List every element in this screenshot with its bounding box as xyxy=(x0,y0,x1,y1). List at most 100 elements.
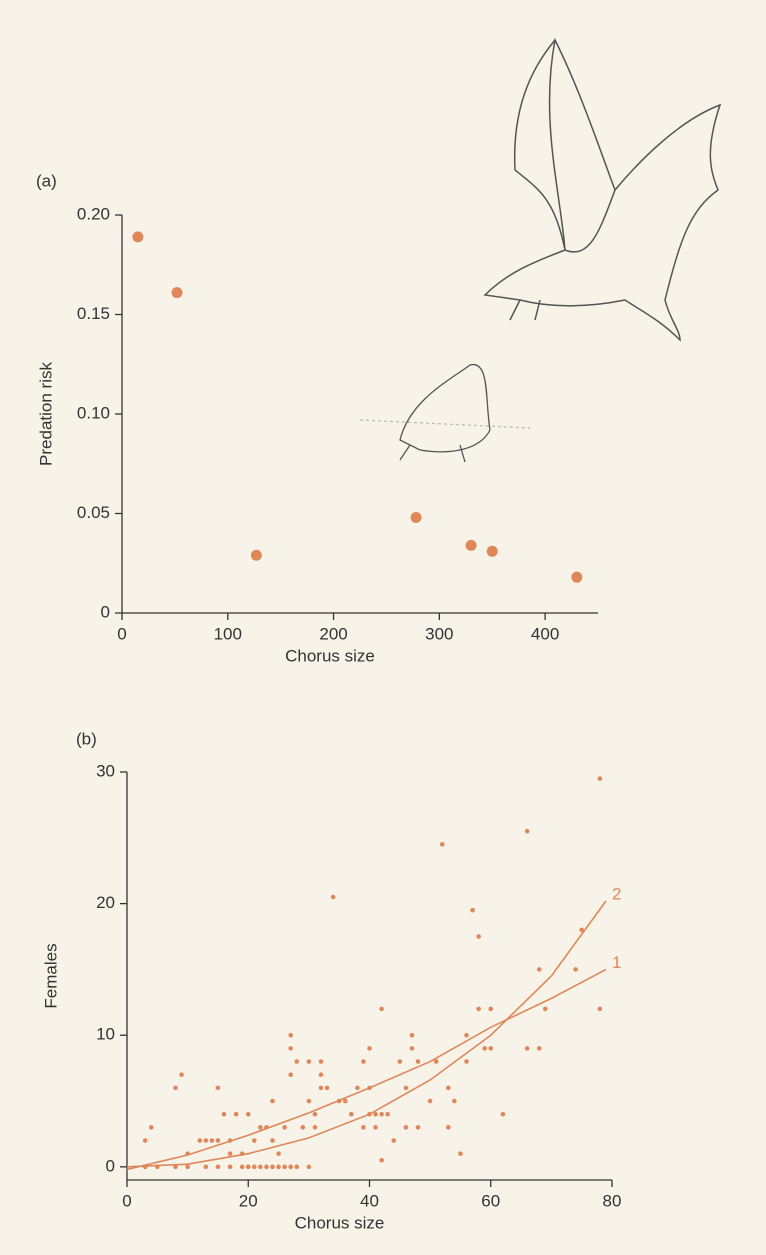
data-point xyxy=(132,231,144,243)
data-point xyxy=(270,1138,275,1143)
data-point xyxy=(379,1157,384,1163)
data-point xyxy=(250,549,262,561)
data-point xyxy=(486,545,498,557)
curve-label: 1 xyxy=(612,953,621,972)
x-tick-label: 0 xyxy=(122,1191,131,1210)
panel-label: (a) xyxy=(36,171,57,190)
y-tick-label: 0.10 xyxy=(77,403,110,422)
data-point xyxy=(573,967,578,972)
data-point xyxy=(306,1164,312,1170)
y-tick-label: 30 xyxy=(96,761,115,780)
data-point xyxy=(258,1164,263,1170)
x-tick-label: 400 xyxy=(531,624,559,643)
data-point xyxy=(203,1164,209,1170)
data-point xyxy=(227,1138,233,1143)
data-point xyxy=(306,1098,312,1104)
data-point xyxy=(342,1098,348,1104)
data-point xyxy=(252,1164,257,1170)
data-point xyxy=(173,1164,178,1170)
data-point xyxy=(373,1111,378,1117)
data-point xyxy=(318,1085,324,1091)
x-tick-label: 60 xyxy=(481,1191,500,1210)
data-point xyxy=(142,1164,148,1170)
data-point xyxy=(318,1072,324,1078)
data-point xyxy=(239,1151,245,1156)
data-point xyxy=(142,1138,148,1143)
data-point xyxy=(524,828,530,834)
data-point xyxy=(245,1164,251,1170)
data-point xyxy=(452,1098,457,1104)
data-point xyxy=(427,1098,433,1104)
curve-label: 2 xyxy=(612,884,621,903)
data-point xyxy=(536,967,542,972)
y-tick-label: 0.20 xyxy=(77,204,110,223)
data-point xyxy=(203,1138,209,1143)
data-point xyxy=(488,1006,494,1012)
data-point xyxy=(264,1164,269,1170)
x-tick-label: 80 xyxy=(603,1191,622,1210)
data-point xyxy=(524,1046,530,1051)
frog-illustration xyxy=(359,364,531,463)
data-point xyxy=(288,1072,293,1078)
data-point xyxy=(367,1046,372,1051)
data-point xyxy=(409,1032,415,1038)
data-point xyxy=(409,1046,415,1051)
data-point xyxy=(349,1111,354,1117)
data-point xyxy=(312,1111,318,1117)
data-point xyxy=(209,1138,215,1143)
y-tick-label: 0.15 xyxy=(77,304,110,323)
data-point xyxy=(245,1111,251,1117)
data-point xyxy=(571,571,583,583)
data-point xyxy=(215,1085,221,1091)
data-point xyxy=(215,1138,221,1143)
data-point xyxy=(294,1164,300,1170)
data-point xyxy=(227,1151,233,1156)
data-point xyxy=(488,1046,494,1051)
data-point xyxy=(171,287,183,299)
data-point xyxy=(276,1164,281,1170)
data-point xyxy=(579,927,584,933)
data-point xyxy=(397,1059,403,1064)
data-point xyxy=(270,1098,275,1104)
data-point xyxy=(336,1098,342,1104)
data-point xyxy=(410,511,422,523)
data-point xyxy=(288,1046,293,1051)
y-axis-label: Predation risk xyxy=(36,362,55,466)
data-point xyxy=(233,1111,239,1117)
data-point xyxy=(458,1151,463,1156)
data-point xyxy=(403,1125,409,1130)
data-point xyxy=(465,539,477,551)
data-point xyxy=(470,907,475,913)
x-tick-label: 100 xyxy=(214,624,242,643)
data-point xyxy=(179,1072,184,1078)
data-point xyxy=(355,1085,360,1091)
data-point xyxy=(312,1125,318,1130)
x-axis-label: Chorus size xyxy=(285,646,375,665)
x-tick-label: 200 xyxy=(319,624,347,643)
data-point xyxy=(288,1164,293,1170)
x-axis-label: Chorus size xyxy=(295,1213,385,1232)
data-point xyxy=(330,894,336,900)
data-point xyxy=(276,1151,281,1156)
x-tick-label: 20 xyxy=(239,1191,258,1210)
data-point xyxy=(148,1125,154,1130)
data-point xyxy=(185,1151,190,1156)
data-point xyxy=(415,1059,421,1064)
y-tick-label: 10 xyxy=(96,1025,115,1044)
data-point xyxy=(197,1138,203,1143)
data-point xyxy=(258,1125,263,1130)
data-point xyxy=(294,1059,300,1064)
data-point xyxy=(324,1085,330,1091)
data-point xyxy=(482,1046,487,1051)
data-point xyxy=(300,1125,306,1130)
data-point xyxy=(403,1085,409,1091)
y-tick-label: 0 xyxy=(101,602,110,621)
data-point xyxy=(385,1111,390,1117)
data-point xyxy=(500,1111,506,1117)
y-tick-label: 20 xyxy=(96,893,115,912)
data-point xyxy=(543,1006,548,1012)
data-point xyxy=(373,1125,378,1130)
data-point xyxy=(361,1059,366,1064)
